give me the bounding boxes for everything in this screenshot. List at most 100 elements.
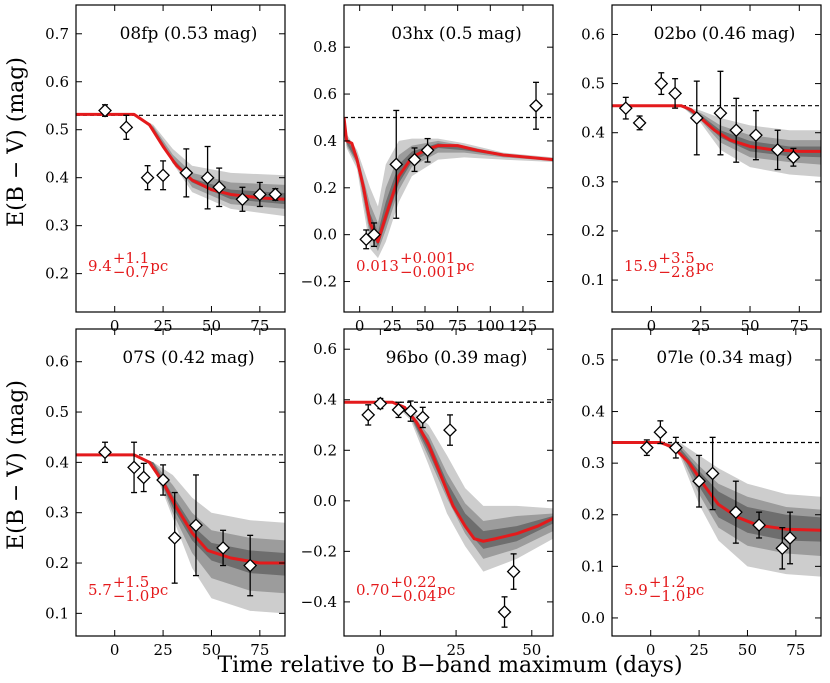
diamond-marker xyxy=(252,187,267,202)
data-point xyxy=(654,72,669,96)
data-point xyxy=(140,165,155,191)
panel-title: 96bo (0.39 mag) xyxy=(386,348,528,368)
data-point xyxy=(529,81,543,130)
diamond-marker xyxy=(705,466,720,481)
x-tick-label: 75 xyxy=(448,317,467,335)
distance-error-plus: +1.5 xyxy=(113,573,149,591)
diamond-marker xyxy=(373,396,388,411)
y-tick-label: 0.2 xyxy=(313,179,337,197)
distance-error-minus: −1.0 xyxy=(113,587,149,605)
diamond-marker xyxy=(98,103,112,118)
distance-value: 5.9 xyxy=(624,581,648,599)
x-tick-label: 75 xyxy=(786,641,805,659)
distance-unit: pc xyxy=(150,581,168,599)
diamond-marker xyxy=(639,440,654,455)
data-point xyxy=(786,147,801,167)
diamond-marker xyxy=(179,165,194,180)
data-point xyxy=(391,401,406,419)
panel-1: 0 25 50 75 0.2 0.3 0.4 0.5 0.6 0.7 08fp (0.53 mag)… xyxy=(45,4,286,335)
distance-label: 0.70 +0.22−0.04 pc xyxy=(356,573,455,605)
data-point xyxy=(98,103,112,118)
data-point xyxy=(389,109,404,219)
plot-area xyxy=(76,441,285,614)
x-tick-label: 0 xyxy=(110,317,120,335)
data-point xyxy=(729,97,744,163)
diamond-marker xyxy=(216,541,230,555)
model-curve xyxy=(344,117,553,244)
data-point xyxy=(373,396,388,411)
data-point xyxy=(653,420,668,445)
data-point xyxy=(367,222,381,248)
y-tick-label: 0.4 xyxy=(581,403,605,421)
x-tick-label: 0 xyxy=(110,641,120,659)
y-tick-label: 0.2 xyxy=(45,265,69,283)
distance-unit: pc xyxy=(686,581,704,599)
y-tick-label: 0.5 xyxy=(581,351,605,369)
diamond-marker xyxy=(98,445,112,460)
x-tick-label: 100 xyxy=(476,317,505,335)
diamond-marker xyxy=(127,460,141,475)
data-point xyxy=(361,404,376,426)
data-point xyxy=(136,462,151,493)
x-tick-label: 25 xyxy=(154,317,173,335)
diamond-marker xyxy=(668,440,683,455)
diamond-marker xyxy=(506,564,521,579)
diamond-marker xyxy=(389,157,404,172)
confidence-band-inner xyxy=(612,442,821,542)
diamond-marker xyxy=(783,531,797,545)
distance-error-minus: −1.0 xyxy=(649,587,685,605)
y-tick-label: 0.5 xyxy=(45,121,69,139)
data-point xyxy=(783,511,797,565)
distance-error-minus: −0.7 xyxy=(113,263,149,281)
distance-error-plus: +3.5 xyxy=(658,249,694,267)
x-tick-label: 75 xyxy=(250,641,269,659)
x-tick-label: 25 xyxy=(690,641,709,659)
distance-label: 15.9 +3.5−2.8 pc xyxy=(624,249,714,281)
diamond-marker xyxy=(189,518,203,533)
x-tick-label: 25 xyxy=(447,641,466,659)
data-point xyxy=(415,406,430,429)
y-tick-label: 0.2 xyxy=(581,222,605,240)
data-point xyxy=(668,436,683,459)
axes-frame xyxy=(343,328,554,637)
diamond-marker xyxy=(367,227,381,242)
x-tick-label: 125 xyxy=(509,317,538,335)
x-tick-label: 50 xyxy=(522,641,541,659)
x-axis-label: Time relative to B−band maximum (days) xyxy=(217,653,682,678)
distance-value: 9.4 xyxy=(88,257,112,275)
distance-unit: pc xyxy=(150,257,168,275)
diamond-marker xyxy=(212,180,227,195)
plot-area xyxy=(612,70,821,177)
distance-label: 0.013 +0.001−0.001 pc xyxy=(356,249,474,281)
plot-area xyxy=(344,81,553,259)
data-point xyxy=(119,114,134,140)
diamond-marker xyxy=(403,404,418,419)
axes-frame xyxy=(611,4,822,313)
panel-2: 0 25 50 75 100 125 −0.2 0.0 0.2 0.4 0.6 0.8 03hx (0.… xyxy=(301,4,554,335)
diamond-marker xyxy=(167,530,182,545)
diamond-marker xyxy=(713,106,728,120)
data-point xyxy=(167,491,182,584)
y-tick-label: 0.4 xyxy=(313,132,337,150)
diamond-marker xyxy=(632,115,647,130)
x-tick-label: 50 xyxy=(202,641,221,659)
confidence-band-inner xyxy=(344,117,553,247)
model-curve xyxy=(612,104,821,153)
y-tick-label: 0.6 xyxy=(45,73,69,91)
data-point xyxy=(705,436,720,511)
distance-unit: pc xyxy=(456,257,474,275)
data-point xyxy=(252,181,267,208)
panels-layer: 0 25 50 75 0.2 0.3 0.4 0.5 0.6 0.7 08fp (0.53 mag)… xyxy=(45,4,822,659)
y-tick-label: 0.0 xyxy=(313,226,337,244)
distance-value: 15.9 xyxy=(624,257,657,275)
distance-error-plus: +0.001 xyxy=(400,249,456,267)
plot-area xyxy=(612,420,821,577)
distance-error-minus: −0.04 xyxy=(390,587,436,605)
diamond-marker xyxy=(786,150,801,165)
panel-3: 0 25 50 75 0.1 0.2 0.3 0.4 0.5 0.6 02bo (0.46 mag)… xyxy=(581,4,822,335)
y-tick-label: 0.4 xyxy=(581,124,605,142)
y-tick-label: 0.1 xyxy=(581,271,605,289)
diamond-marker xyxy=(140,170,155,185)
diamond-marker xyxy=(235,192,250,207)
diamond-marker xyxy=(443,423,457,437)
